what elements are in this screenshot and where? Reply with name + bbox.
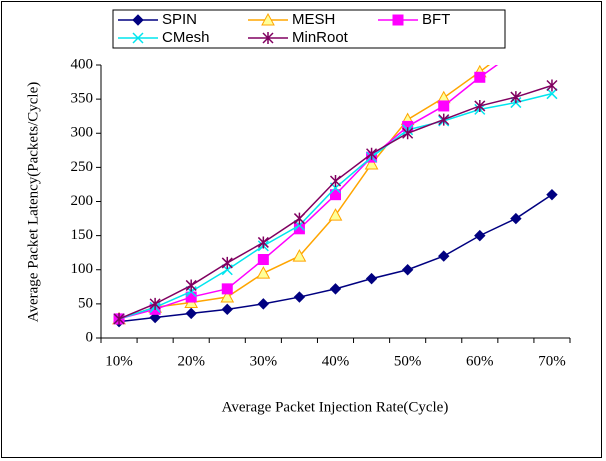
marker xyxy=(510,212,522,225)
marker xyxy=(546,188,558,201)
marker xyxy=(392,14,404,26)
y-tick-label: 400 xyxy=(71,56,94,72)
marker xyxy=(185,279,197,292)
marker xyxy=(113,312,125,325)
legend-label: CMesh xyxy=(162,29,210,46)
legend-label: MESH xyxy=(292,11,335,28)
marker xyxy=(293,212,305,225)
marker xyxy=(221,256,233,269)
marker xyxy=(149,311,161,324)
marker xyxy=(365,272,378,285)
marker xyxy=(257,236,269,249)
y-tick-label: 0 xyxy=(86,329,94,345)
y-tick-label: 100 xyxy=(71,261,94,277)
marker xyxy=(474,229,486,242)
marker xyxy=(149,297,161,310)
marker xyxy=(256,266,271,279)
marker xyxy=(401,264,414,276)
legend-label: SPIN xyxy=(162,11,197,28)
marker xyxy=(261,12,275,26)
marker xyxy=(546,88,558,100)
x-tick-label: 50% xyxy=(394,353,422,369)
x-axis-label: Average Packet Injection Rate(Cycle) xyxy=(222,399,449,415)
marker xyxy=(329,175,342,188)
marker xyxy=(328,208,343,221)
marker xyxy=(438,113,450,126)
marker xyxy=(221,283,233,295)
x-tick-label: 10% xyxy=(105,353,133,369)
marker xyxy=(438,250,450,262)
marker xyxy=(257,254,269,266)
marker xyxy=(185,307,197,320)
marker xyxy=(474,99,486,112)
marker xyxy=(292,249,307,262)
marker xyxy=(132,32,144,44)
x-tick-label: 30% xyxy=(250,353,278,369)
marker xyxy=(402,127,414,140)
y-tick-label: 50 xyxy=(78,295,93,311)
plot-area xyxy=(112,65,558,328)
y-tick-label: 150 xyxy=(71,227,94,243)
marker xyxy=(366,147,378,160)
y-tick-label: 350 xyxy=(71,91,94,107)
marker xyxy=(220,290,235,303)
marker xyxy=(364,156,379,170)
x-tick-label: 40% xyxy=(322,353,350,369)
y-tick-label: 300 xyxy=(71,125,94,141)
x-tick-label: 20% xyxy=(177,353,205,369)
legend-label: MinRoot xyxy=(292,29,349,46)
marker xyxy=(262,32,274,44)
marker xyxy=(546,79,558,92)
marker xyxy=(132,14,144,26)
x-tick-label: 70% xyxy=(538,353,566,369)
legend-box xyxy=(112,9,506,49)
y-tick-label: 200 xyxy=(71,193,94,209)
y-axis-label: Average Packet Latency(Packets/Cycle) xyxy=(25,82,41,322)
y-tick-label: 250 xyxy=(71,159,94,175)
marker xyxy=(474,71,486,83)
marker xyxy=(257,298,270,310)
marker xyxy=(293,291,306,303)
x-tick-label: 60% xyxy=(466,353,494,369)
marker xyxy=(330,189,341,201)
marker xyxy=(221,303,233,316)
marker xyxy=(329,283,342,295)
marker xyxy=(438,100,450,112)
legend-label: BFT xyxy=(422,11,450,28)
marker xyxy=(510,91,522,104)
